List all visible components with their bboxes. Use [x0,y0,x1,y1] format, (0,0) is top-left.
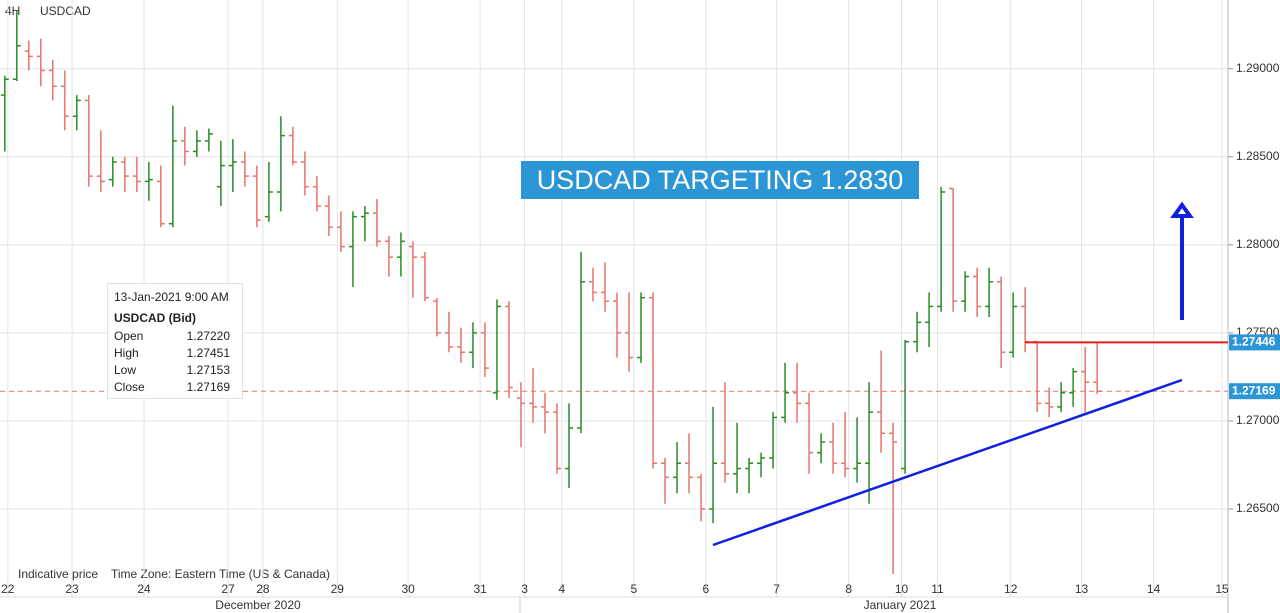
x-tick-label: 30 [401,582,415,596]
price-tag [1229,383,1280,400]
timeframe: 4H [5,4,20,18]
x-tick-label: 12 [1004,582,1018,596]
x-tick-label: 10 [895,582,909,596]
trend-line [712,378,1183,547]
tooltip-value: 1.27169 [186,380,230,394]
chart-title: USDCAD [40,4,91,18]
month-label: December 2020 [215,598,301,612]
tooltip-row: Close 1.27169 [114,379,230,396]
x-tick-label: 24 [137,582,151,596]
tooltip-label: High [114,346,139,360]
y-tick-label: 1.27000 [1236,413,1280,427]
y-tick-label: 1.29000 [1236,61,1280,75]
x-tick-label: 13 [1075,582,1089,596]
tooltip: 13-Jan-2021 9:00 AM USDCAD (Bid) Open 1.2… [107,283,243,399]
tooltip-value: 1.27451 [186,346,230,360]
tooltip-label: Close [114,380,145,394]
tooltip-value: 1.27220 [186,329,230,343]
x-tick-label: 14 [1147,582,1161,596]
tooltip-row: Low 1.27153 [114,362,230,379]
tooltip-row: High 1.27451 [114,345,230,362]
tooltip-label: Open [114,329,144,343]
y-tick-label: 1.28500 [1236,149,1280,163]
x-tick-label: 4 [558,582,565,596]
y-tick-label: 1.26500 [1236,501,1280,515]
target-arrow-head [1170,201,1194,218]
x-tick-label: 6 [702,582,709,596]
x-tick-label: 31 [473,582,487,596]
x-tick-label: 23 [65,582,79,596]
tooltip-symbol: USDCAD (Bid) [114,311,196,325]
price-tag-label: 1.27169 [1232,383,1276,397]
tooltip-row: Open 1.27220 [114,328,230,345]
tooltip-date: 13-Jan-2021 9:00 AM [114,290,229,304]
price-tag-label: 1.27446 [1232,335,1276,349]
x-tick-label: 22 [1,582,15,596]
tooltip-label: Low [114,363,137,377]
x-tick-label: 7 [773,582,780,596]
x-tick-label: 28 [256,582,270,596]
x-tick-label: 8 [845,582,852,596]
x-tick-label: 29 [331,582,345,596]
y-tick-label: 1.28000 [1236,237,1280,251]
x-tick-label: 3 [521,582,528,596]
x-tick-label: 27 [221,582,235,596]
footer-note: Time Zone: Eastern Time (US & Canada) [111,567,330,581]
price-tag [1229,334,1280,351]
footer-note: Indicative price [18,567,98,581]
x-tick-label: 11 [931,582,944,596]
x-tick-label: 5 [630,582,637,596]
tooltip-rows: Open 1.27220 High 1.27451 Low 1.27153 Close 1.2… [114,328,242,396]
plot: 1.265001.270001.275001.280001.285001.290… [0,0,1280,597]
annotation-banner: USDCAD TARGETING 1.2830 [521,161,919,199]
x-tick-label: 15 [1215,582,1229,596]
x-axis-band [0,583,1228,613]
tooltip-value: 1.27153 [186,363,230,377]
month-label: January 2021 [864,598,937,612]
